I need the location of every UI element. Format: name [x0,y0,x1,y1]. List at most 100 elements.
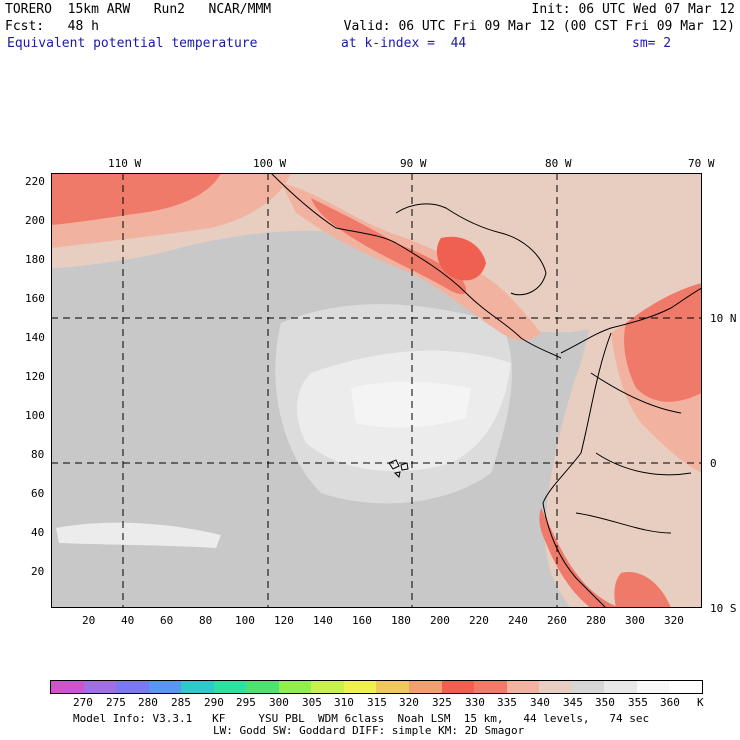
red-northwest [51,173,221,225]
colorbar-swatch [474,681,507,693]
y-tick-label: 20 [31,565,45,578]
red-honduras [436,236,486,281]
colorbar-swatch [571,681,605,693]
colorbar-swatch [636,681,670,693]
colorbar-label: 270 [73,696,93,709]
red-peru-coast [539,508,621,608]
coastline-ecuador-peru [542,332,612,609]
coastline-central-america [395,242,562,359]
x-tick-label: 320 [664,614,684,627]
lon-label: 90 W [400,157,427,170]
y-tick-label: 140 [25,331,45,344]
colorbar-label: 305 [302,696,322,709]
colorbar-label: 355 [628,696,648,709]
lon-label: 70 W [688,157,715,170]
y-tick-label: 120 [25,370,45,383]
x-tick-label: 240 [508,614,528,627]
graticule [51,173,702,608]
coastline-caribbean [395,203,547,296]
colorbar-swatch [213,681,247,693]
x-tick-label: 220 [469,614,489,627]
colorbar-label: 325 [432,696,452,709]
smoothing-label: sm= 2 [632,36,672,51]
colorbar-label: 315 [367,696,387,709]
level-label: at k-index = 44 [341,36,467,51]
header-model-run: TORERO 15km ARW Run2 NCAR/MMM [5,2,272,17]
x-tick-label: 80 [199,614,213,627]
header-valid-time: Valid: 06 UTC Fri 09 Mar 12 (00 CST Fri … [343,19,735,34]
y-tick-label: 180 [25,253,45,266]
x-tick-label: 160 [352,614,372,627]
galapagos-islands [388,459,409,479]
colorbar-swatch [311,681,344,693]
coastlines [270,172,703,609]
colorbar-swatch [116,681,149,693]
lat-label: 0 [710,457,717,470]
lon-label: 110 W [108,157,142,170]
map-panel [51,172,703,609]
x-tick-label: 40 [121,614,135,627]
y-tick-label: 80 [31,448,45,461]
red-southeast [614,572,671,608]
colorbar-label: 285 [171,696,191,709]
colorbar-label: 310 [334,696,354,709]
colorbar-label: 330 [465,696,485,709]
y-tick-label: 220 [25,175,45,188]
red-central-america [311,198,467,295]
x-tick-label: 100 [235,614,255,627]
white-speckles-left [56,522,221,548]
colorbar-swatch [278,681,312,693]
x-tick-label: 120 [274,614,294,627]
y-tick-label: 100 [25,409,45,422]
colorbar-label: 275 [106,696,126,709]
x-tick-label: 20 [82,614,96,627]
colorbar-unit: K [697,696,704,709]
colorbar-swatch [343,681,377,693]
x-tick-label: 200 [430,614,450,627]
colorbar-swatch [506,681,540,693]
header-init-time: Init: 06 UTC Wed 07 Mar 12 [531,2,736,17]
red-colombia [624,283,702,402]
colorbar [50,680,703,694]
x-tick-label: 180 [391,614,411,627]
colorbar-label: 300 [269,696,289,709]
y-tick-label: 200 [25,214,45,227]
coastline-south-america [560,287,703,354]
coastline-mexico [270,172,397,244]
lon-label: 100 W [253,157,287,170]
colorbar-label: 290 [204,696,224,709]
colorbar-swatch [148,681,182,693]
x-tick-label: 60 [160,614,174,627]
colorbar-label: 350 [595,696,615,709]
x-tick-label: 280 [586,614,606,627]
model-info: Model Info: V3.3.1 KF YSU PBL WDM 6class… [73,712,650,725]
lon-label: 80 W [545,157,572,170]
colorbar-swatch [669,681,702,693]
white-patches [351,381,471,428]
colorbar-swatch [539,681,572,693]
x-tick-label: 140 [313,614,333,627]
lat-label: 10 N [710,312,737,325]
colorbar-label: 340 [530,696,550,709]
colorbar-swatch [441,681,475,693]
y-tick-label: 40 [31,526,45,539]
map-frame [51,173,702,608]
map-canvas [51,172,703,609]
colorbar-swatch [376,681,410,693]
colorbar-swatch [51,681,84,693]
physics-info: LW: Godd SW: Goddard DIFF: simple KM: 2D… [213,724,525,737]
border-lines [575,372,692,534]
y-tick-label: 60 [31,487,45,500]
colorbar-label: 335 [497,696,517,709]
colorbar-swatch [409,681,442,693]
x-tick-label: 260 [547,614,567,627]
header-forecast-hour: Fcst: 48 h [5,19,99,34]
x-tick-label: 300 [625,614,645,627]
lat-label: 10 S [710,602,737,615]
colorbar-label: 280 [138,696,158,709]
colorbar-swatch [604,681,637,693]
y-tick-label: 160 [25,292,45,305]
colorbar-label: 295 [236,696,256,709]
colorbar-swatch [246,681,279,693]
colorbar-swatch [83,681,117,693]
